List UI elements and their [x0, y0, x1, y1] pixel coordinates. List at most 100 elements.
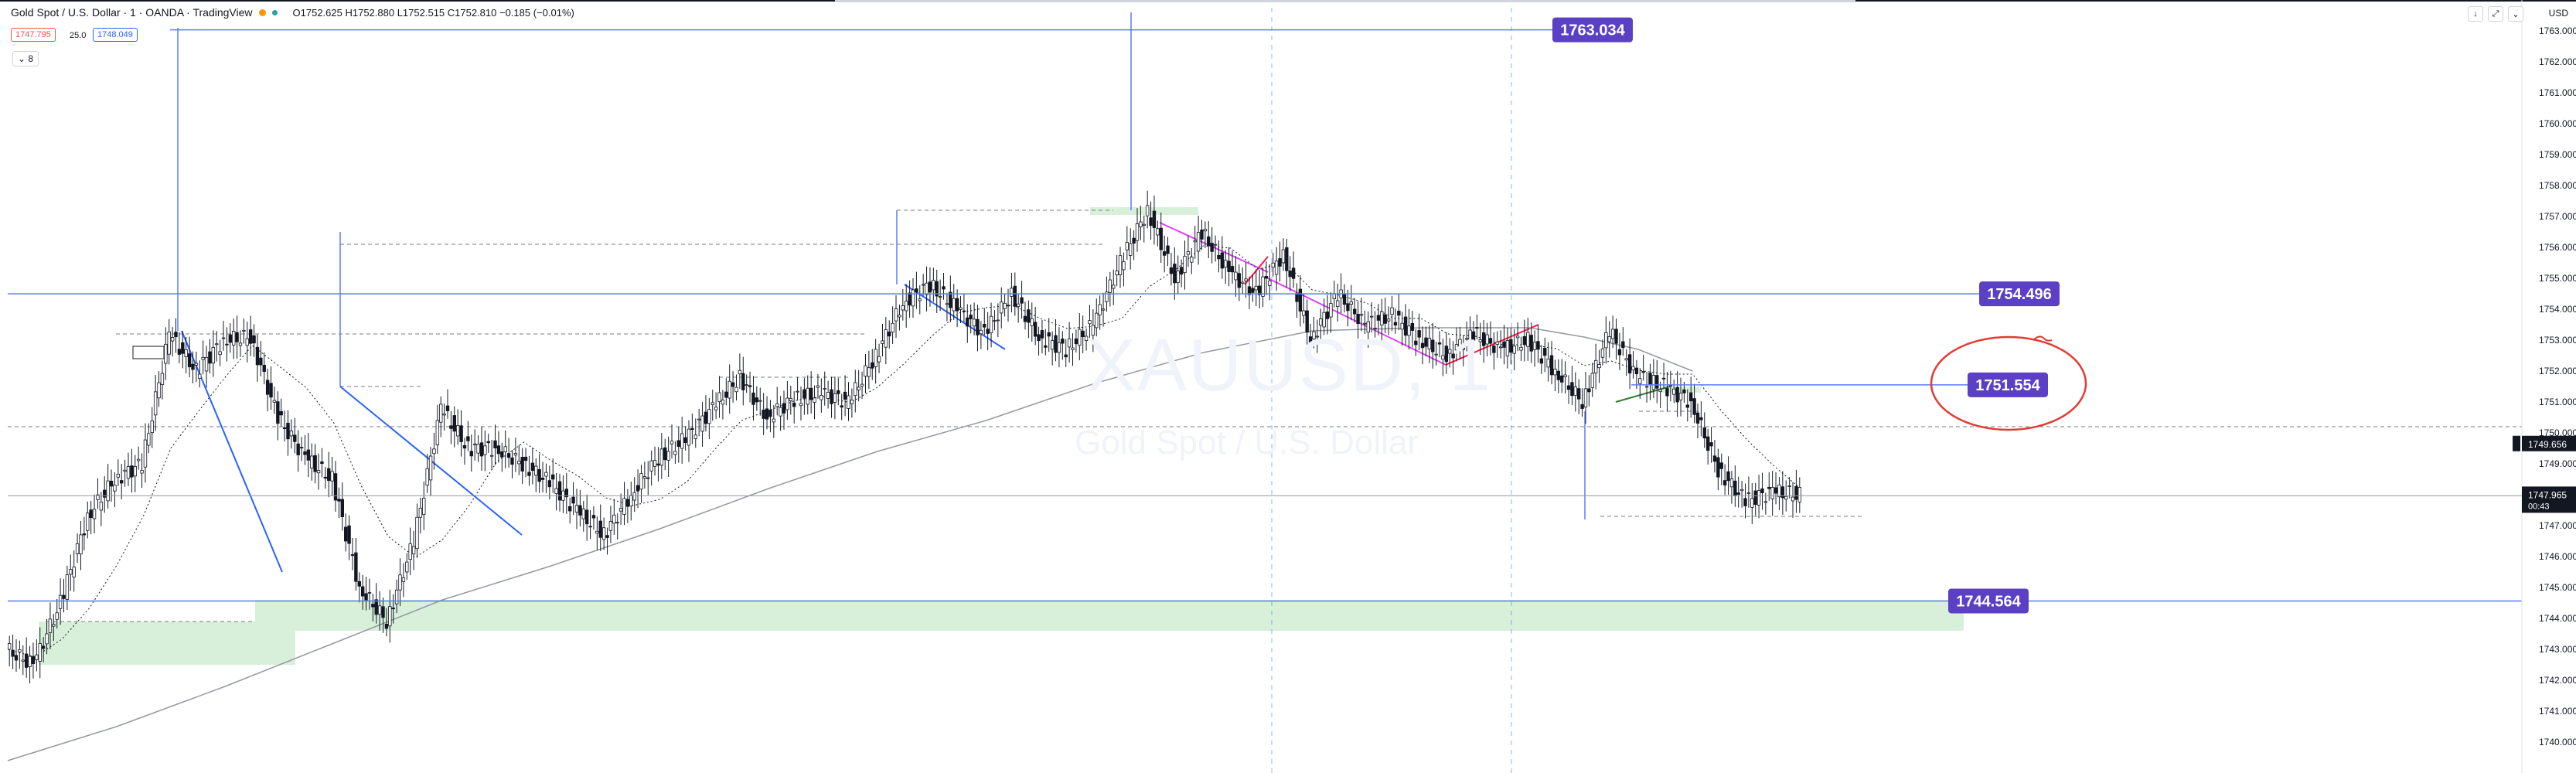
price-candle — [1047, 318, 1051, 352]
indicators-collapse-button[interactable]: ⌄ 8 — [12, 51, 39, 66]
candle-body — [340, 499, 345, 517]
price-candle — [959, 295, 963, 324]
candle-body — [198, 373, 202, 379]
price-candle — [574, 489, 579, 530]
price-candle — [75, 533, 80, 564]
candle-body — [428, 455, 433, 481]
price-candle — [1227, 247, 1231, 287]
candle-body — [1295, 293, 1299, 302]
candle-body — [1468, 329, 1472, 344]
arrow-down-icon[interactable]: ↓ — [2468, 6, 2483, 22]
collapse-icon[interactable]: ⌄ — [2508, 6, 2523, 22]
small-zone — [1662, 386, 1701, 393]
price-candle — [1583, 371, 1588, 424]
price-candle — [1376, 304, 1381, 335]
candle-body — [1471, 331, 1476, 341]
candle-body — [1543, 348, 1547, 356]
candle-body — [1736, 492, 1740, 495]
candle-body — [765, 408, 769, 420]
candle-body — [435, 420, 440, 445]
candle-body — [1505, 340, 1510, 356]
price-candle — [857, 369, 860, 402]
candle-body — [1067, 338, 1072, 348]
price-candle — [136, 446, 141, 470]
price-candle — [938, 279, 942, 312]
candle-body — [1257, 285, 1262, 295]
candle-body — [293, 434, 297, 442]
candle-body — [1302, 310, 1306, 316]
candle-body — [1366, 321, 1370, 332]
candle-body — [700, 415, 704, 432]
candle-body — [1230, 266, 1235, 273]
candle-body — [1627, 354, 1632, 374]
buy-button[interactable]: 1748.049 — [93, 28, 138, 42]
candle-body — [1319, 318, 1323, 326]
price-candle — [1729, 471, 1734, 504]
price-candle — [1590, 363, 1594, 397]
price-candle — [1502, 325, 1506, 365]
candle-body — [724, 391, 728, 398]
fullscreen-icon[interactable]: ⤢ — [2488, 6, 2503, 22]
price-candle — [1505, 328, 1510, 369]
candle-body — [1074, 338, 1078, 345]
candle-body — [809, 387, 813, 400]
candle-body — [1156, 228, 1160, 236]
candle-body — [18, 649, 22, 652]
candle-body — [24, 653, 29, 668]
symbol-title[interactable]: Gold Spot / U.S. Dollar · 1 · OANDA · Tr… — [11, 6, 253, 19]
sell-button[interactable]: 1747.795 — [11, 28, 56, 42]
price-candle — [1356, 301, 1360, 339]
price-candle — [1274, 247, 1279, 291]
candle-body — [867, 367, 871, 377]
candle-body — [38, 643, 42, 662]
price-candle — [1468, 316, 1472, 356]
price-candle — [1485, 322, 1489, 357]
price-candle — [1556, 359, 1561, 393]
price-candle — [911, 278, 915, 318]
price-candle — [208, 339, 212, 374]
price-candle — [1386, 306, 1391, 335]
candle-body — [986, 329, 990, 334]
candle-body — [1003, 302, 1007, 309]
price-candle — [547, 465, 552, 500]
candle-body — [1271, 262, 1275, 268]
candle-body — [683, 437, 687, 444]
candle-body — [1685, 404, 1690, 408]
price-candle — [62, 579, 66, 613]
price-candle — [116, 459, 121, 487]
candle-body — [717, 392, 721, 402]
candle-body — [755, 397, 759, 403]
price-candle — [1733, 465, 1737, 507]
price-candle — [167, 318, 171, 365]
price-candle — [493, 424, 497, 465]
price-candle — [1397, 294, 1401, 331]
candle-body — [360, 586, 365, 597]
price-candle — [1122, 252, 1126, 287]
price-candle — [510, 450, 514, 478]
candle-body — [1726, 471, 1730, 482]
price-candle — [564, 472, 569, 514]
candle-body — [69, 569, 73, 575]
candle-body — [255, 346, 260, 366]
price-candle — [1794, 469, 1798, 513]
candle-body — [1210, 243, 1214, 252]
price-candle — [1240, 267, 1245, 295]
chart-legend: Gold Spot / U.S. Dollar · 1 · OANDA · Tr… — [11, 6, 574, 19]
price-candle — [1519, 336, 1523, 361]
price-candle — [833, 376, 837, 420]
candle-body — [908, 292, 911, 306]
candle-body — [1054, 335, 1058, 353]
candle-body — [130, 465, 134, 478]
price-candle — [72, 550, 76, 592]
candle-body — [1475, 327, 1479, 329]
price-candle — [466, 421, 470, 451]
price-candle — [347, 515, 351, 560]
candle-body — [1033, 322, 1038, 337]
price-candle — [1648, 363, 1652, 400]
candle-body — [371, 604, 375, 608]
candle-body — [1088, 320, 1092, 325]
price-candle — [92, 494, 97, 534]
currency-selector[interactable]: USD — [2548, 8, 2568, 19]
candle-body — [1030, 318, 1034, 326]
